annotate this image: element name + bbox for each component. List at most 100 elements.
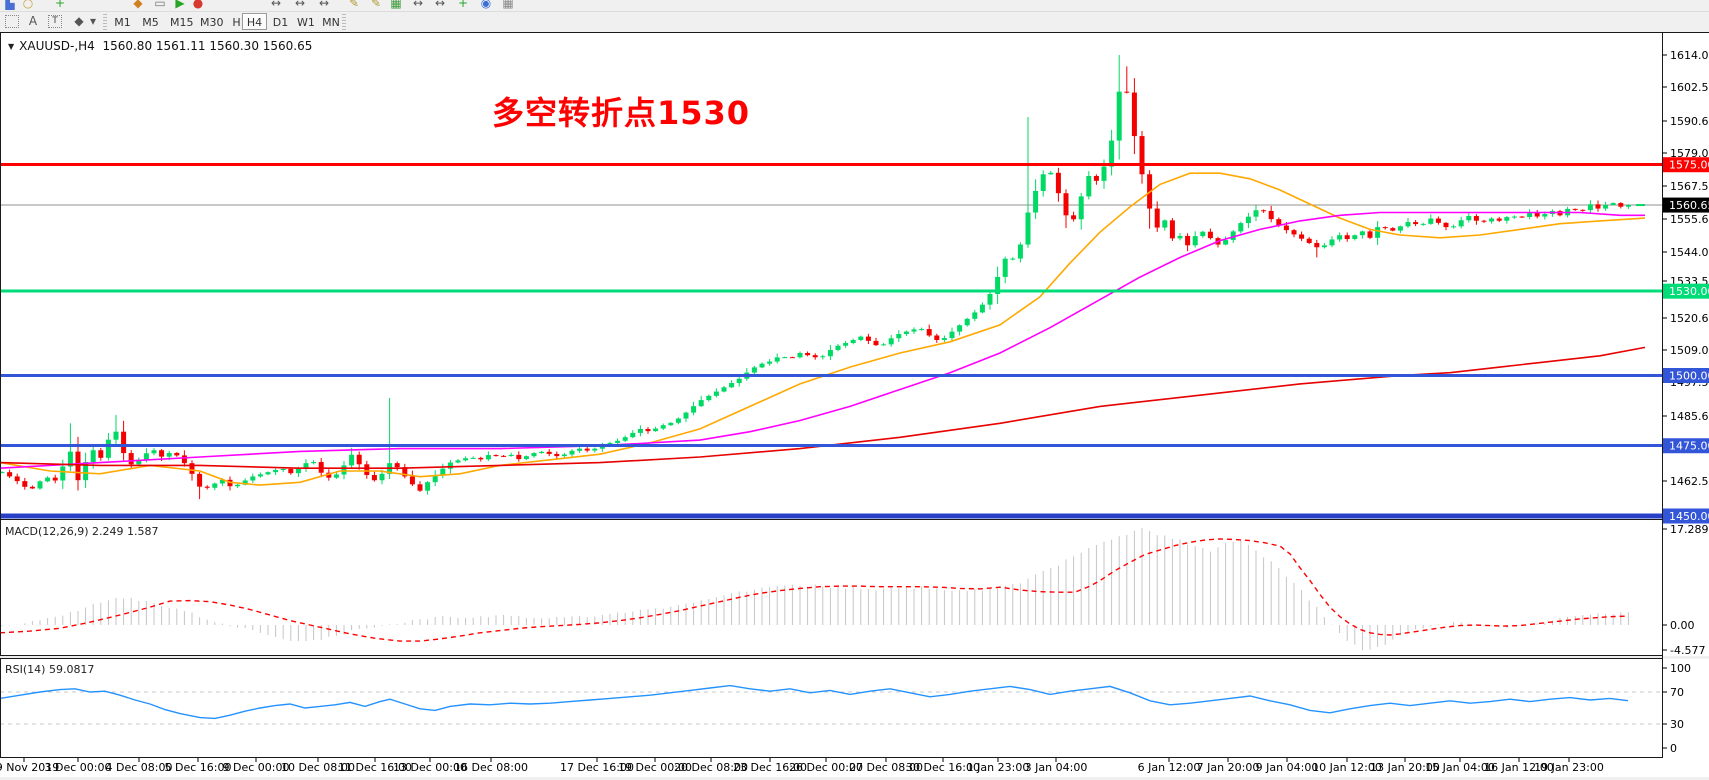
price-axis-label: 1555.60 <box>1670 213 1709 226</box>
date-axis-label: 19 Jan 23:00 <box>1534 761 1604 774</box>
price-badge-text: 1450.00 <box>1669 510 1709 523</box>
toolbar-drawing-timeframes: A T ◆ ▾ M1 M5 M15 M30 H1 H4 D1 W1 MN <box>0 12 1709 32</box>
rsi-axis-label: 70 <box>1670 686 1684 699</box>
date-axis-label: 13 Dec 00:00 <box>393 761 467 774</box>
price-badge-1450.00 <box>1663 508 1709 524</box>
price-badge-text: 1530.00 <box>1669 285 1709 298</box>
timeframe-button-d1[interactable]: D1 <box>272 16 289 29</box>
date-axis-label: 13 Jan 20:00 <box>1370 761 1440 774</box>
price-axis-label: 1509.05 <box>1670 344 1709 357</box>
price-axis-label: 1462.50 <box>1670 475 1709 488</box>
price-badge-text: 1575.00 <box>1669 159 1709 172</box>
date-axis-label: 26 Dec 00:00 <box>789 761 863 774</box>
text-a-tool-icon[interactable]: A <box>28 14 38 28</box>
price-axis-label: 1567.50 <box>1670 180 1709 193</box>
timeframe-button-m1[interactable]: M1 <box>114 16 131 29</box>
price-axis: 1614.05 1602.50 1590.60 1579.05 1567.50 1555.… <box>1662 49 1709 524</box>
cursor-icon[interactable]: ✎ <box>348 0 360 10</box>
chart-title[interactable]: ▼ XAUUSD-,H4 1560.80 1561.11 1560.30 1560… <box>8 39 312 53</box>
timeframe-button-w1[interactable]: W1 <box>297 16 315 29</box>
indicators-icon[interactable]: + <box>457 0 469 10</box>
price-axis-label: 1485.60 <box>1670 410 1709 423</box>
date-axis-label: 3 Jan 04:00 <box>1025 761 1088 774</box>
new-chart-icon[interactable]: ▙ <box>5 0 15 10</box>
autoscroll-icon[interactable]: ↔ <box>270 0 282 10</box>
date-axis-label: 15 Jan 04:00 <box>1425 761 1495 774</box>
price-badge-text: 1560.65 <box>1669 199 1709 212</box>
date-axis-label: 16 Dec 08:00 <box>454 761 528 774</box>
candles-group <box>0 55 1631 500</box>
chart-ohlc-values: 1560.80 1561.11 1560.30 1560.65 <box>102 39 313 53</box>
date-axis-label: 16 Jan 12:00 <box>1484 761 1554 774</box>
date-axis-label: 7 Jan 20:00 <box>1197 761 1260 774</box>
chart-symbol-period: XAUUSD-,H4 <box>19 39 95 53</box>
date-axis-label: 11 Dec 16:00 <box>338 761 412 774</box>
date-axis-label: 3 Dec 00:00 <box>45 761 112 774</box>
timeframe-button-m5[interactable]: M5 <box>142 16 159 29</box>
chart-dropdown-icon[interactable]: ▼ <box>8 42 15 51</box>
ma-mid-magenta <box>0 211 1645 469</box>
grid-icon[interactable]: ▦ <box>390 0 402 10</box>
price-badge-1575.00 <box>1663 157 1709 173</box>
date-axis-label: 23 Dec 16:00 <box>733 761 807 774</box>
date-axis-label: 10 Jan 12:00 <box>1312 761 1382 774</box>
rsi-indicator-label: RSI(14) 59.0817 <box>5 663 95 676</box>
calendar-icon[interactable]: ▦ <box>502 0 514 10</box>
date-axis-label: 17 Dec 16:00 <box>560 761 634 774</box>
date-axis-label: 4 Dec 08:00 <box>106 761 173 774</box>
symbols-icon[interactable]: ◆ <box>133 0 143 10</box>
crosshair-tool-icon[interactable] <box>3 13 21 30</box>
print-icon[interactable]: ▭ <box>154 0 166 10</box>
toolbar-separator <box>103 14 107 30</box>
date-axis-label: 29 Nov 2019 <box>0 761 59 774</box>
price-axis-label: 1520.60 <box>1670 312 1709 325</box>
rsi-axis-label: 30 <box>1670 718 1684 731</box>
ma-fast-orange <box>0 172 1646 486</box>
timeframe-button-h4[interactable]: H4 <box>242 13 267 30</box>
date-axis-label: 10 Dec 08:00 <box>281 761 355 774</box>
macd-indicator-label: MACD(12,26,9) 2.249 1.587 <box>5 525 159 538</box>
date-axis-label: 20 Dec 08:00 <box>674 761 748 774</box>
indicator-axes: 17.289 0.00 -4.577 100 70 30 0 <box>1662 523 1709 755</box>
timeframe-button-mn[interactable]: MN <box>322 16 340 29</box>
shapes-tool-icon[interactable]: ◆ <box>74 14 84 28</box>
price-badge-1475.00 <box>1663 438 1709 454</box>
timeframe-button-m15[interactable]: M15 <box>170 16 194 29</box>
play-icon[interactable]: ▶ <box>175 0 185 10</box>
date-axis-label: 9 Dec 00:00 <box>223 761 290 774</box>
stop-icon[interactable]: ● <box>192 0 204 10</box>
price-axis-label: 1602.50 <box>1670 81 1709 94</box>
rsi-axis-label: 100 <box>1670 662 1691 675</box>
toolbar-separator <box>342 14 346 30</box>
price-badge-1530.00 <box>1663 283 1709 299</box>
date-axis-label: 9 Jan 04:00 <box>1256 761 1319 774</box>
text-label-tool-icon[interactable]: T <box>46 13 64 30</box>
templates-icon[interactable]: ↔ <box>434 0 446 10</box>
date-axis-label: 5 Dec 16:00 <box>165 761 232 774</box>
shift-chart-icon[interactable]: ↔ <box>294 0 306 10</box>
macd-axis-label: 17.289 <box>1670 523 1709 536</box>
rsi-axis-label: 0 <box>1670 742 1677 755</box>
macd-histogram-group <box>1 528 1629 651</box>
new-order-icon[interactable]: + <box>54 0 66 10</box>
price-axis-label: 1614.05 <box>1670 49 1709 62</box>
period-icon[interactable]: ◉ <box>480 0 492 10</box>
macd-axis-label: -4.577 <box>1670 644 1705 657</box>
date-axis-label: 6 Jan 12:00 <box>1138 761 1201 774</box>
price-axis-label: 1544.05 <box>1670 246 1709 259</box>
crosshair-icon[interactable]: ✎ <box>370 0 382 10</box>
price-badge-1560.65 <box>1663 197 1709 213</box>
date-axis-label: 30 Dec 16:00 <box>906 761 980 774</box>
shapes-dropdown-icon[interactable]: ▾ <box>89 14 97 28</box>
timeframe-button-m30[interactable]: M30 <box>200 16 224 29</box>
price-badge-1500.00 <box>1663 367 1709 383</box>
zoom-out-icon[interactable]: ↔ <box>412 0 424 10</box>
price-axis-label: 1579.05 <box>1670 147 1709 160</box>
zoom-icon[interactable]: ○ <box>22 0 34 10</box>
annotation-text: 多空转折点1530 <box>492 94 751 132</box>
zoom-in-icon[interactable]: ↔ <box>318 0 330 10</box>
date-axis-label: 1 Jan 23:00 <box>967 761 1030 774</box>
